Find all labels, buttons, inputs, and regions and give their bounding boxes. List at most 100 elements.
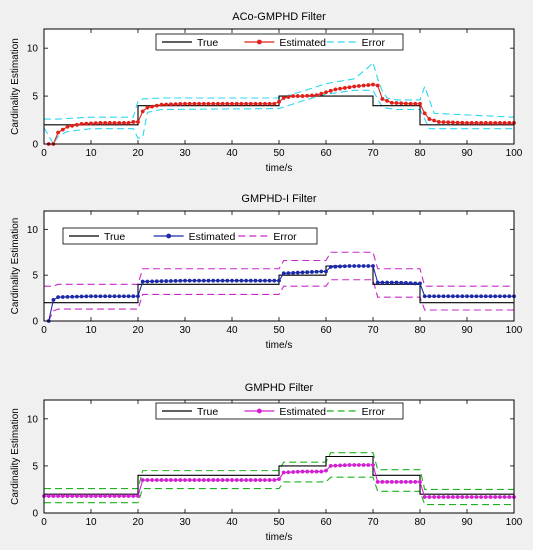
estimated-point <box>131 494 136 498</box>
x-tick-label: 90 <box>461 517 473 528</box>
estimated-point <box>310 469 314 474</box>
estimated-point <box>136 120 140 124</box>
estimated-point <box>319 469 324 474</box>
estimated-point <box>385 98 389 103</box>
estimated-markers <box>46 264 516 323</box>
x-tick-label: 0 <box>41 325 47 336</box>
estimated-point <box>60 494 65 498</box>
estimated-point <box>300 94 305 98</box>
estimated-point <box>211 278 216 283</box>
estimated-point <box>230 478 234 482</box>
estimated-point <box>366 83 371 87</box>
estimated-point <box>253 478 258 482</box>
legend-marker <box>166 233 172 239</box>
estimated-point <box>201 101 206 106</box>
x-tick-label: 90 <box>461 325 473 336</box>
legend-marker <box>256 39 262 45</box>
estimated-point <box>220 478 225 482</box>
x-tick-label: 80 <box>414 325 426 336</box>
estimated-point <box>502 121 507 125</box>
estimated-point <box>65 124 70 129</box>
estimated-point <box>361 463 366 467</box>
estimated-point <box>244 278 249 283</box>
estimated-point <box>338 264 342 269</box>
estimated-point <box>281 470 286 475</box>
estimated-point <box>107 121 112 125</box>
estimated-point <box>197 478 202 482</box>
estimated-point <box>281 96 286 100</box>
legend-label: True <box>197 406 218 418</box>
estimated-point <box>206 101 211 106</box>
estimated-point <box>187 101 192 106</box>
estimated-point <box>107 494 112 498</box>
estimated-point <box>305 469 310 474</box>
estimated-point <box>164 102 169 107</box>
estimated-point <box>380 97 385 101</box>
estimated-point <box>244 478 249 482</box>
estimated-point <box>488 121 493 125</box>
estimated-point <box>154 279 159 284</box>
estimated-point <box>404 281 408 285</box>
estimated-point <box>493 495 498 499</box>
estimated-point <box>248 478 253 482</box>
legend-label: True <box>197 37 218 49</box>
estimated-point <box>371 82 375 87</box>
estimated-point <box>225 478 230 482</box>
estimated-point <box>216 101 220 106</box>
estimated-point <box>107 294 112 299</box>
estimated-point <box>169 102 173 107</box>
estimated-point <box>399 280 404 285</box>
estimated-point <box>479 294 483 299</box>
x-tick-label: 70 <box>367 517 379 528</box>
estimated-point <box>451 495 455 499</box>
x-tick-label: 60 <box>320 517 332 528</box>
estimated-point <box>239 101 244 106</box>
estimated-point <box>211 478 216 482</box>
estimated-point <box>89 121 93 126</box>
estimated-point <box>436 294 441 299</box>
estimated-point <box>150 104 155 109</box>
estimated-point <box>136 494 140 498</box>
estimated-point <box>60 295 65 299</box>
estimated-point <box>183 101 187 106</box>
estimated-point <box>103 294 107 299</box>
estimated-point <box>389 480 394 484</box>
x-tick-label: 60 <box>320 148 332 159</box>
y-tick-label: 10 <box>27 414 39 425</box>
estimated-point <box>338 86 342 91</box>
estimated-point <box>469 121 474 125</box>
axes-frame <box>43 28 515 145</box>
estimated-point <box>460 495 465 499</box>
estimated-point <box>328 464 333 468</box>
estimated-point <box>366 463 371 467</box>
estimated-point <box>220 101 225 106</box>
estimated-point <box>342 86 347 90</box>
estimated-point <box>51 298 56 302</box>
estimated-point <box>239 278 244 283</box>
x-tick-label: 10 <box>85 148 97 159</box>
estimated-point <box>493 121 498 125</box>
estimated-markers <box>46 82 516 146</box>
estimated-point <box>225 278 230 283</box>
x-tick-label: 100 <box>506 325 523 336</box>
estimated-point <box>408 281 413 286</box>
y-tick-label: 0 <box>32 509 38 520</box>
estimated-point <box>79 494 84 498</box>
estimated-point <box>319 269 324 274</box>
estimated-point <box>507 495 512 499</box>
estimated-point <box>258 278 263 283</box>
estimated-point <box>446 294 451 299</box>
estimated-point <box>441 294 446 299</box>
estimated-point <box>79 294 84 299</box>
chart-title: GMPHD Filter <box>245 382 314 394</box>
estimated-point <box>192 278 197 283</box>
estimated-point <box>446 495 451 499</box>
estimated-point <box>84 121 89 126</box>
estimated-point <box>187 478 192 482</box>
estimated-point <box>136 294 140 299</box>
estimated-point <box>154 478 159 482</box>
estimated-point <box>75 294 79 299</box>
estimated-point <box>333 463 338 468</box>
estimated-point <box>342 264 347 269</box>
estimated-point <box>366 264 371 268</box>
